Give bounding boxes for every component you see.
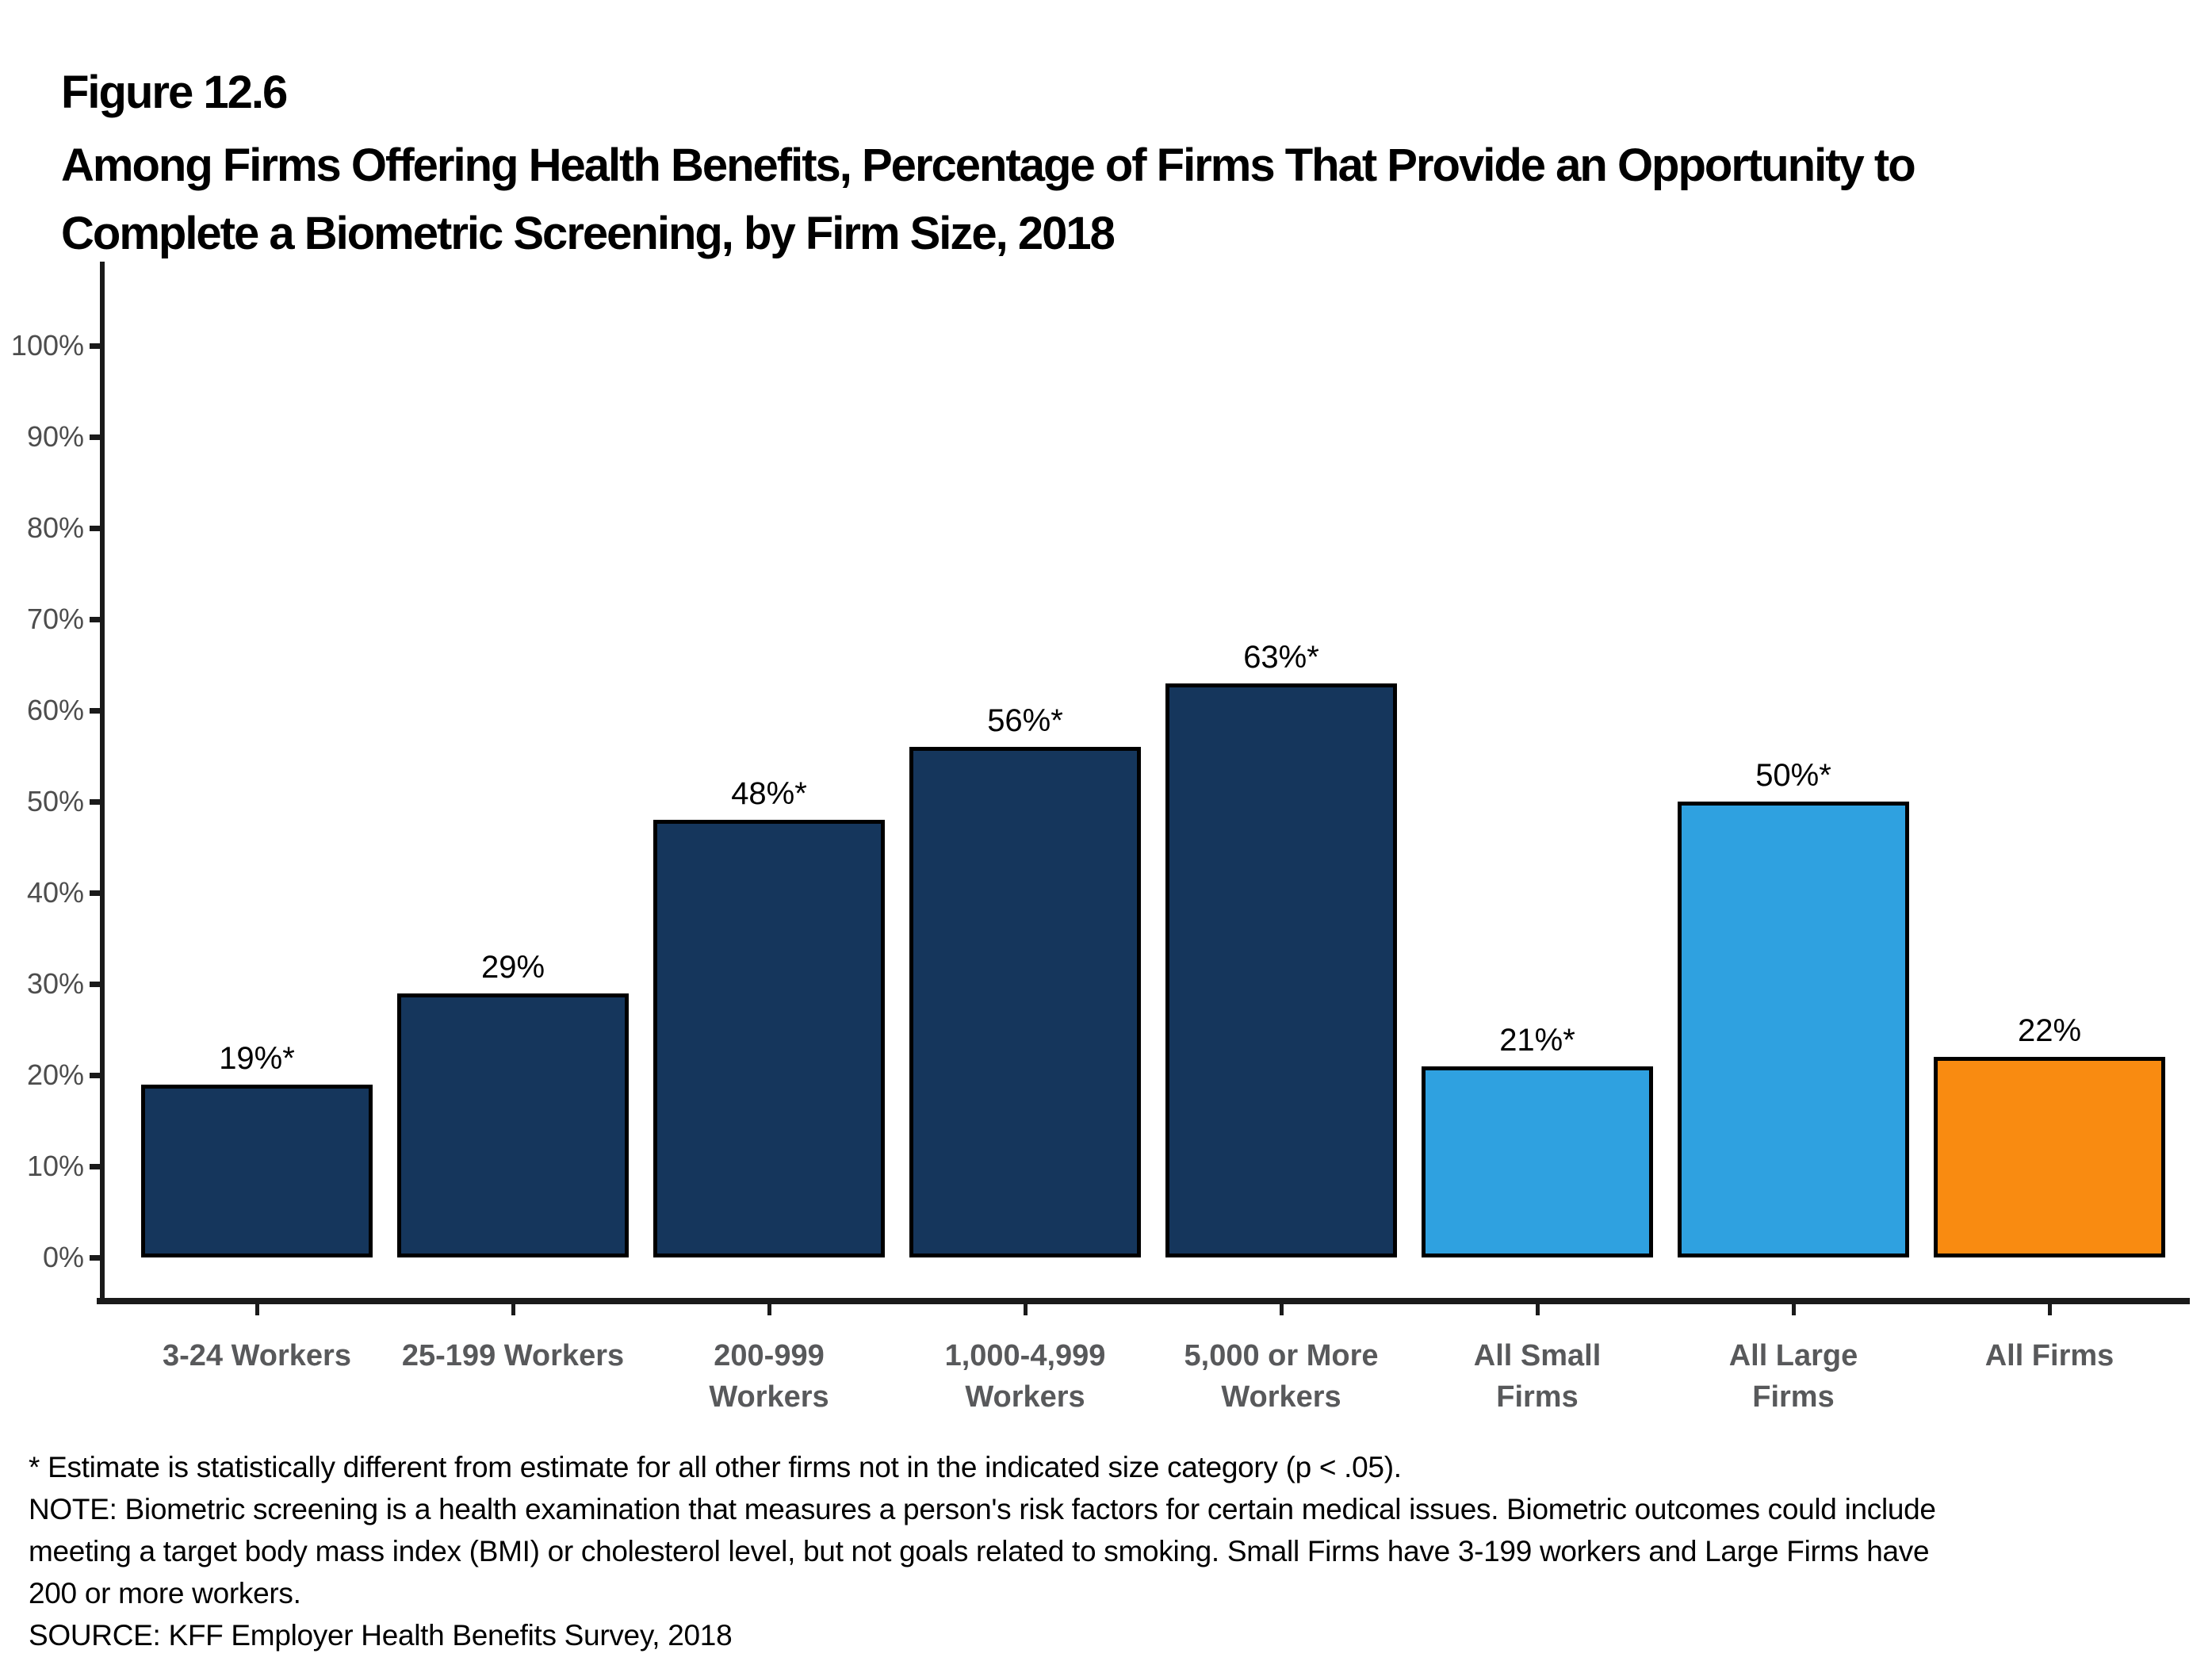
x-axis-category-label: All Large Firms (1665, 1335, 1922, 1418)
x-axis-category-label: 1,000-4,999 Workers (897, 1335, 1154, 1418)
y-axis-tick (90, 343, 100, 349)
x-axis-category-label-line: Workers (709, 1380, 829, 1414)
y-axis-tick-label: 0% (42, 1241, 84, 1273)
footnote-note-line-2: meeting a target body mass index (BMI) o… (29, 1535, 1930, 1567)
y-axis-tick-label: 90% (26, 420, 84, 453)
bar (141, 1084, 373, 1257)
x-axis-category-label: All Firms (1921, 1335, 2178, 1376)
x-axis-tick (255, 1304, 259, 1315)
y-axis-tick (90, 890, 100, 896)
x-axis-tick (511, 1304, 515, 1315)
bar-value-label: 56%* (987, 703, 1063, 738)
y-axis-tick-label: 20% (26, 1058, 84, 1091)
footnote-note-line-3: 200 or more workers. (29, 1577, 301, 1610)
bar (909, 747, 1141, 1257)
x-axis-category-label-line: 3-24 Workers (163, 1339, 351, 1372)
y-axis-tick (90, 434, 100, 440)
x-axis-category-label: All Small Firms (1409, 1335, 1666, 1418)
x-axis-category-label: 3-24 Workers (128, 1335, 385, 1376)
y-axis-tick-label: 80% (26, 511, 84, 544)
bar-value-label: 22% (2017, 1013, 2082, 1048)
bar-value-label: 21%* (1499, 1022, 1575, 1058)
figure-title: Among Firms Offering Health Benefits, Pe… (61, 132, 1916, 268)
y-axis-tick (90, 799, 100, 805)
x-axis-line (97, 1298, 2190, 1304)
x-axis-tick (1792, 1304, 1796, 1315)
footnote-note-line-1: NOTE: Biometric screening is a health ex… (29, 1493, 1936, 1525)
x-axis-category-label: 5,000 or More Workers (1153, 1335, 1410, 1418)
x-axis-category-label-line: 200-999 (714, 1339, 825, 1372)
x-axis-tick (1024, 1304, 1028, 1315)
y-axis-tick-label: 10% (26, 1150, 84, 1182)
x-axis-category-label-line: Firms (1496, 1380, 1579, 1414)
y-axis-tick (90, 708, 100, 714)
y-axis-tick-label: 70% (26, 603, 84, 635)
bar (397, 993, 629, 1257)
y-axis-tick-label: 50% (26, 785, 84, 817)
x-axis-category-label-line: 5,000 or More (1184, 1339, 1379, 1372)
x-axis-category-label-line: Firms (1752, 1380, 1835, 1414)
x-axis-category-label-line: Workers (965, 1380, 1085, 1414)
x-axis-category-label-line: Workers (1221, 1380, 1341, 1414)
x-axis-category-label: 25-199 Workers (385, 1335, 641, 1376)
x-axis-tick (2048, 1304, 2052, 1315)
x-axis-tick (767, 1304, 771, 1315)
y-axis-tick (90, 982, 100, 987)
bar (1934, 1057, 2165, 1257)
y-axis-tick (90, 617, 100, 622)
x-axis-tick (1536, 1304, 1540, 1315)
bar-value-label: 63%* (1243, 639, 1319, 675)
y-axis-tick-label: 30% (26, 967, 84, 1000)
y-axis-tick (90, 1073, 100, 1078)
y-axis-tick (90, 1255, 100, 1261)
y-axis-tick-label: 100% (10, 329, 84, 362)
figure-number: Figure 12.6 (61, 67, 288, 118)
x-axis-category-label-line: All Large (1728, 1339, 1858, 1372)
footnote-source: SOURCE: KFF Employer Health Benefits Sur… (29, 1619, 733, 1652)
x-axis-category-label-line: All Firms (1984, 1339, 2114, 1372)
bar-value-label: 48%* (731, 776, 807, 811)
footnotes: * Estimate is statistically different fr… (29, 1446, 1936, 1656)
bar-value-label: 19%* (219, 1040, 295, 1076)
y-axis-tick (90, 1164, 100, 1169)
x-axis-category-label-line: 1,000-4,999 (944, 1339, 1106, 1372)
bar (1678, 802, 1909, 1257)
footnote-asterisk: * Estimate is statistically different fr… (29, 1451, 1402, 1483)
bar-value-label: 50%* (1755, 758, 1831, 793)
figure-title-line-1: Among Firms Offering Health Benefits, Pe… (61, 140, 1916, 191)
x-axis-tick (1280, 1304, 1284, 1315)
y-axis-line (100, 262, 105, 1304)
bar (653, 820, 885, 1257)
bar (1422, 1066, 1653, 1257)
y-axis-tick-label: 60% (26, 694, 84, 726)
bar-value-label: 29% (480, 949, 545, 985)
y-axis-tick-label: 40% (26, 876, 84, 909)
bar (1165, 683, 1397, 1257)
figure-title-line-2: Complete a Biometric Screening, by Firm … (61, 208, 1116, 259)
y-axis-tick (90, 526, 100, 531)
x-axis-category-label-line: 25-199 Workers (401, 1339, 625, 1372)
x-axis-category-label-line: All Small (1473, 1339, 1602, 1372)
x-axis-category-label: 200-999 Workers (641, 1335, 897, 1418)
